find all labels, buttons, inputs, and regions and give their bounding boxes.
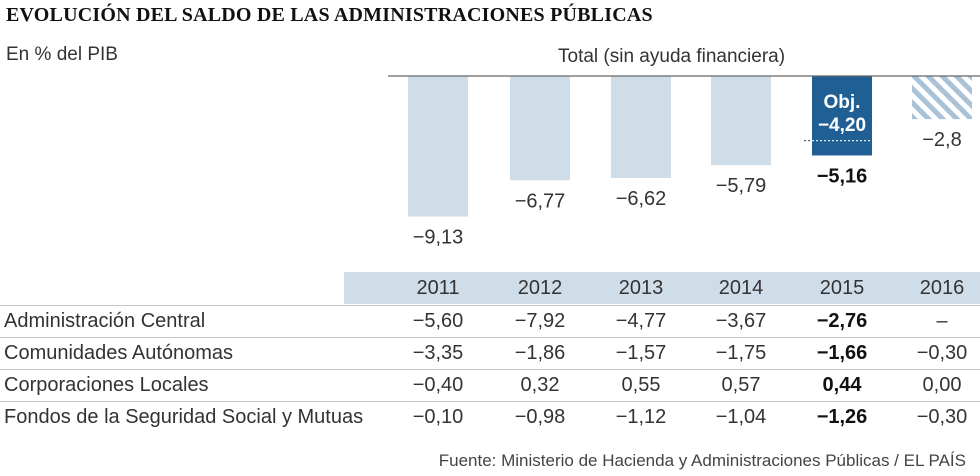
table-cell: −1,57 [615,342,667,364]
table-cell: −4,77 [615,310,667,332]
table-cell: −2,76 [816,310,868,332]
table-cell: −1,12 [615,406,667,428]
table-cell: – [936,310,948,332]
bar-2014 [711,76,771,166]
source-note: Fuente: Ministerio de Hacienda y Adminis… [438,451,966,470]
table-cell: −3,67 [715,310,767,332]
table-cell: −0,98 [514,406,566,428]
year-header-2016: 2016 [919,277,965,299]
table-cell: 0,32 [520,374,560,396]
table-cell: −1,04 [715,406,767,428]
table-row: Comunidades Autónomas −3,35 −1,86 −1,57 −1,7… [0,337,980,369]
chart-title: EVOLUCIÓN DEL SALDO DE LAS ADMINISTRACIO… [6,4,653,26]
bar-value-label-2012: −6,77 [515,190,566,212]
table-row: Administración Central −5,60 −7,92 −4,77 −3,… [0,305,980,337]
row-label: Corporaciones Locales [4,374,209,396]
table-cell: −0,40 [412,374,464,396]
bar-2015 [812,76,872,156]
unit-label: En % del PIB [6,44,118,65]
table-cell: −7,92 [514,310,566,332]
table-cell: 0,55 [621,374,661,396]
year-header: 2011 2012 2013 2014 2015 2016 [344,272,980,304]
table-cell: −0,30 [916,342,968,364]
table-cell: −1,26 [816,406,868,428]
bar-2012 [510,76,570,181]
table-cell: −3,35 [412,342,464,364]
year-header-2014: 2014 [718,277,764,299]
row-label: Administración Central [4,310,206,332]
table-cell: 0,44 [822,374,862,396]
table-cell: 0,57 [721,374,761,396]
table-row: Fondos de la Seguridad Social y Mutuas −0… [0,401,980,433]
objective-value: −4,20 [818,115,866,136]
table-row: Corporaciones Locales −0,40 0,32 0,55 0,57 0,… [0,369,980,401]
year-header-2012: 2012 [517,277,563,299]
table-cell: −5,60 [412,310,464,332]
bar-chart: −9,13 −6,77 −6,62 −5,79 −5,16 −2,8 Obj.−4,20 [388,75,980,249]
year-header-2015: 2015 [819,277,865,299]
row-label: Comunidades Autónomas [4,342,234,364]
table-cell: 0,00 [922,374,962,396]
bar-value-label-2016: −2,8 [922,129,961,151]
bar-value-label-2011: −9,13 [413,227,464,249]
bar-value-label-2015: −5,16 [817,165,868,187]
year-header-2011: 2011 [416,277,460,299]
table-cell: −0,30 [916,406,968,428]
bar-2016 [912,76,972,120]
chart-subtitle: Total (sin ayuda financiera) [558,46,786,67]
table-cell: −1,66 [816,342,868,364]
table-cell: −1,86 [514,342,566,364]
bar-value-label-2013: −6,62 [616,188,667,210]
year-header-2013: 2013 [618,277,664,299]
row-label: Fondos de la Seguridad Social y Mutuas [4,406,364,428]
bar-2013 [611,76,671,178]
bars-group: −9,13 −6,77 −6,62 −5,79 −5,16 −2,8 Obj.−4,20 [408,76,972,249]
objective-label: Obj. [824,92,861,113]
table-cell: −0,10 [412,406,464,428]
bar-value-label-2014: −5,79 [716,175,767,197]
table-cell: −1,75 [715,342,767,364]
bar-2011 [408,76,468,217]
